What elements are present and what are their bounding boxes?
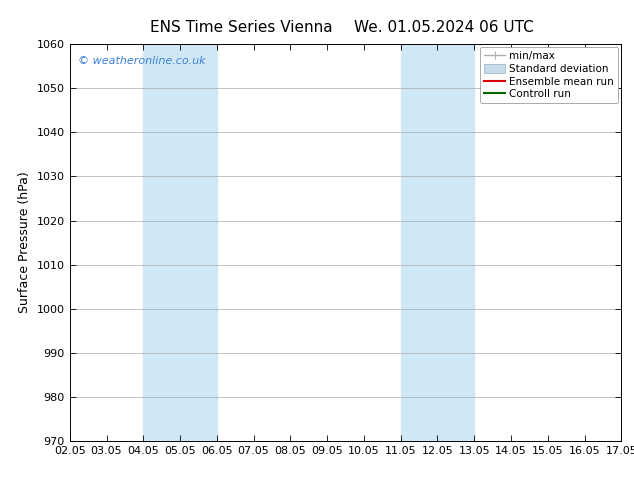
Bar [401, 44, 474, 441]
Text: © weatheronline.co.uk: © weatheronline.co.uk [78, 56, 205, 66]
Y-axis label: Surface Pressure (hPa): Surface Pressure (hPa) [18, 172, 31, 314]
Text: ENS Time Series Vienna: ENS Time Series Vienna [150, 20, 332, 35]
Bar [143, 44, 217, 441]
Text: We. 01.05.2024 06 UTC: We. 01.05.2024 06 UTC [354, 20, 534, 35]
Legend: min/max, Standard deviation, Ensemble mean run, Controll run: min/max, Standard deviation, Ensemble me… [480, 47, 618, 103]
